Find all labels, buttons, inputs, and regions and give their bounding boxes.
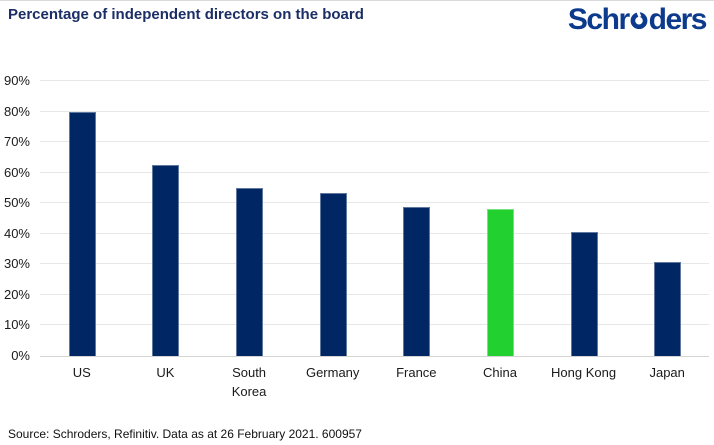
x-label-us: US <box>40 363 124 382</box>
x-label-germany: Germany <box>291 363 375 382</box>
y-tick-label: 70% <box>3 134 30 150</box>
y-tick-label: 10% <box>3 317 30 333</box>
x-label-south-korea: South Korea <box>207 363 291 401</box>
bar-france <box>403 207 431 356</box>
x-label-text: South Korea <box>231 365 267 399</box>
x-label-uk: UK <box>124 363 208 382</box>
logo-text-before-o: Schr <box>567 3 630 36</box>
gridline <box>40 202 709 204</box>
y-tick-label: 50% <box>3 195 30 211</box>
bar-us <box>68 111 96 356</box>
x-label-text: France <box>396 365 437 380</box>
y-tick-label: 60% <box>3 164 30 180</box>
schroders-logo: Schr ders <box>567 3 708 37</box>
y-axis-labels: 0% 10% 20% 30% 40% 50% 60% 70% 80% 90% <box>0 73 30 363</box>
logo-o-icon <box>630 10 648 30</box>
y-tick-label: 80% <box>3 103 30 119</box>
logo-text-after-o: ders <box>648 3 708 36</box>
x-label-text: Hong Kong <box>551 365 617 380</box>
x-axis-labels: US UK South Korea Germany France China Hong Ko… <box>40 363 709 407</box>
x-label-text: Germany <box>305 365 360 380</box>
gridline <box>40 263 709 265</box>
x-label-france: France <box>375 363 459 382</box>
bar-south-korea <box>236 187 264 356</box>
bar-uk <box>152 165 180 356</box>
x-label-japan: Japan <box>625 363 709 382</box>
y-tick-label: 30% <box>3 256 30 272</box>
x-label-text: China <box>482 365 517 380</box>
chart-title: Percentage of independent directors on t… <box>8 6 364 23</box>
gridline <box>40 171 709 173</box>
bar-japan <box>654 262 682 356</box>
x-label-hong-kong: Hong Kong <box>542 363 626 382</box>
gridline <box>40 324 709 326</box>
y-tick-label: 40% <box>3 225 30 241</box>
gridline <box>40 232 709 234</box>
source-note: Source: Schroders, Refinitiv. Data as at… <box>8 427 362 441</box>
y-tick-label: 0% <box>11 348 30 363</box>
x-label-text: US <box>72 365 91 380</box>
y-tick-label: 20% <box>3 286 30 302</box>
gridline <box>40 80 709 81</box>
x-label-text: UK <box>156 365 175 380</box>
bar-hong-kong <box>570 232 598 356</box>
x-label-text: Japan <box>649 365 685 380</box>
x-label-china: China <box>458 363 542 382</box>
gridline <box>40 293 709 295</box>
plot-area <box>40 80 709 357</box>
y-tick-label: 90% <box>3 73 30 88</box>
bar-germany <box>319 192 347 356</box>
gridline <box>40 141 709 143</box>
bar-china <box>486 209 514 356</box>
gridline <box>40 110 709 112</box>
